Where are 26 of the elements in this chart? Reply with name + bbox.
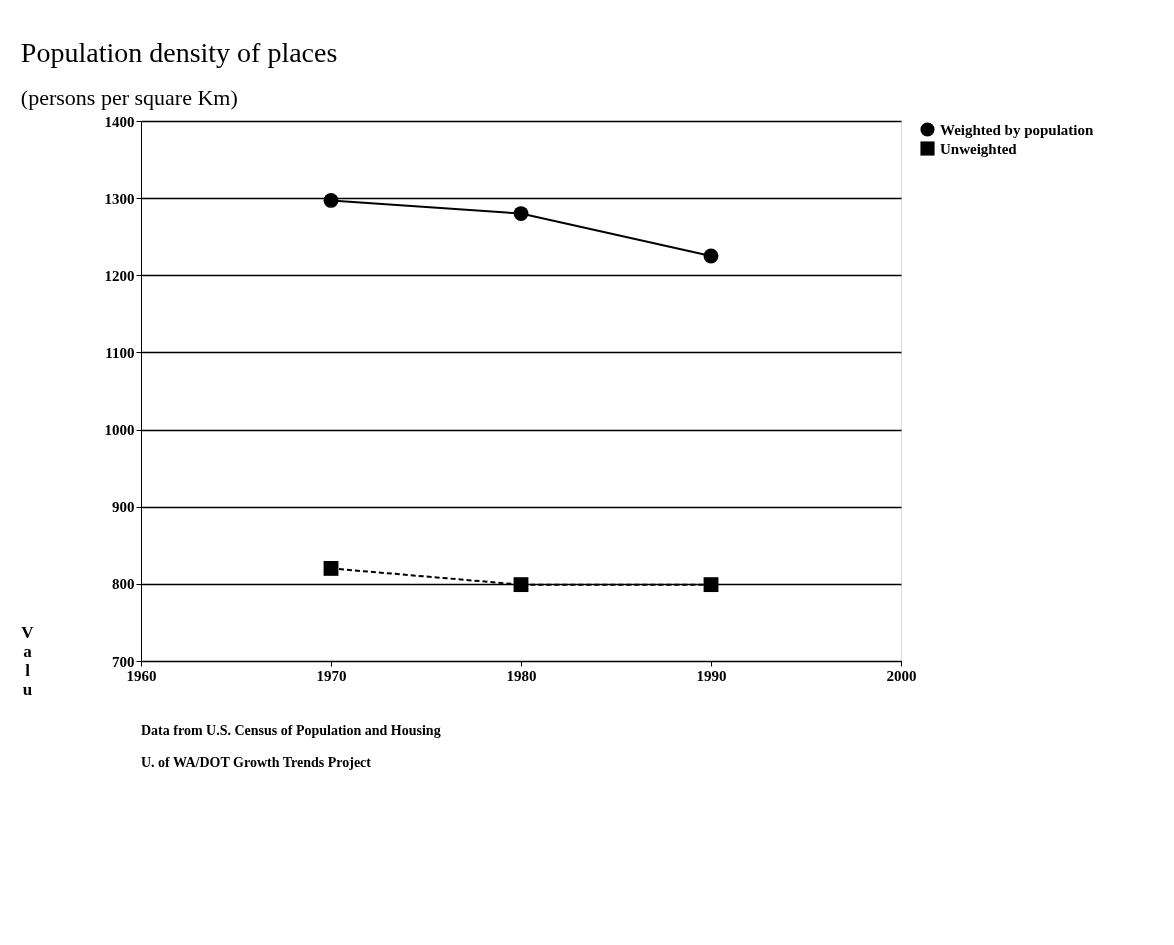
x-tick-label: 1960	[126, 667, 157, 684]
point	[513, 206, 529, 221]
y-tick-label: 800	[112, 576, 135, 593]
y-axis-title: Valu	[21, 622, 35, 699]
text: U. of WA/DOT Growth Trends Project	[141, 755, 372, 770]
y-tick-label: 1400	[104, 113, 135, 130]
text: Data from U.S. Census of Population and Housing	[141, 723, 441, 738]
legend-label: Unweighted	[940, 140, 1018, 157]
x-tick-label: 1980	[506, 667, 537, 684]
y-tick-label: 700	[112, 653, 135, 670]
y-tick-label: 1000	[104, 422, 135, 439]
point	[513, 577, 529, 593]
y-tick-label: 1300	[104, 190, 135, 207]
chart-subtitle: (persons per square Km)	[20, 85, 238, 110]
chart-title: Population density of places	[20, 37, 338, 68]
y-tick-label: 1100	[105, 344, 135, 361]
point	[323, 193, 339, 208]
point	[703, 248, 719, 264]
legend-label: Weighted by population	[940, 121, 1095, 138]
point	[323, 561, 339, 576]
y-tick-label: 1200	[104, 267, 135, 284]
x-tick-label: 1990	[696, 667, 727, 684]
y-tick-label: 900	[112, 499, 135, 516]
x-tick-label: 2000	[886, 667, 917, 684]
point	[703, 577, 719, 593]
x-tick-label: 1970	[316, 667, 347, 684]
